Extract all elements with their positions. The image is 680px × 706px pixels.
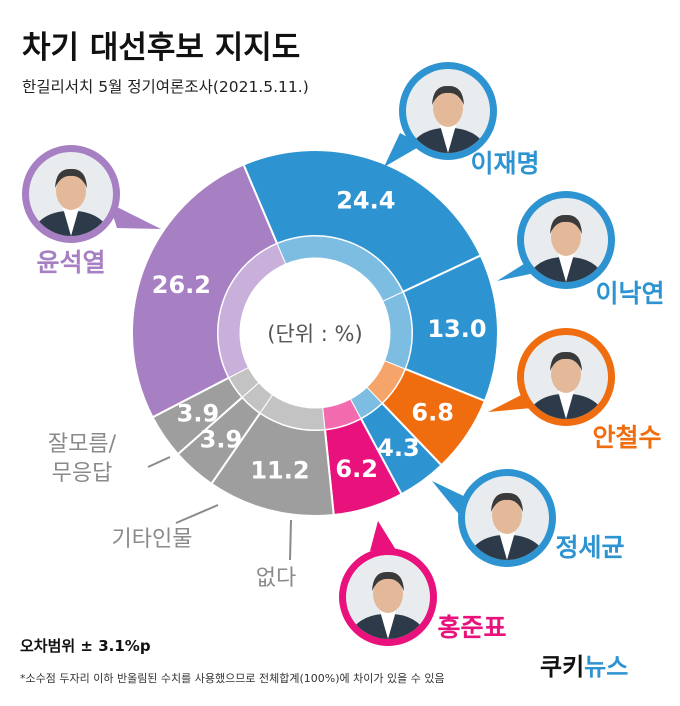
slice-value-label-8: 26.2 xyxy=(152,271,211,299)
slice-value-label-5: 11.2 xyxy=(250,457,309,485)
donut-chart: 24.413.06.84.36.211.23.93.926.2 (단위 : %) xyxy=(131,149,499,517)
category-label-line: 기타인물 xyxy=(112,527,193,552)
footnote: *소수점 두자리 이하 반올림된 수치를 사용했으므로 전체합계(100%)에 … xyxy=(20,671,445,685)
candidate-name-윤석열: 윤석열 xyxy=(36,248,105,277)
callout-pointer xyxy=(488,392,532,412)
callout-홍준표: 홍준표 xyxy=(339,521,507,646)
candidate-name-정세균: 정세균 xyxy=(555,533,624,562)
slice-value-labels: 24.413.06.84.36.211.23.93.926.2 xyxy=(152,186,487,484)
slice-value-label-1: 13.0 xyxy=(427,315,486,343)
leader-line xyxy=(289,519,292,561)
person-portrait-icon xyxy=(406,69,490,153)
category-label-기타인물: 기타인물 xyxy=(112,504,219,552)
chart-subtitle: 한길리서치 5월 정기여론조사(2021.5.11.) xyxy=(22,78,309,96)
callout-pointer xyxy=(109,203,161,229)
callout-윤석열: 윤석열 xyxy=(22,145,161,277)
category-label-line: 무응답 xyxy=(52,461,113,486)
callout-안철수: 안철수 xyxy=(488,328,662,452)
callout-이낙연: 이낙연 xyxy=(497,191,665,308)
leader-line xyxy=(147,456,171,468)
logo-part-1: 쿠키 xyxy=(540,653,584,681)
category-label-없다: 없다 xyxy=(256,519,296,591)
slice-value-label-0: 24.4 xyxy=(336,186,395,214)
candidate-name-이재명: 이재명 xyxy=(470,149,539,178)
unit-label: (단위 : %) xyxy=(267,322,362,346)
slice-value-label-6: 3.9 xyxy=(200,425,243,453)
donut-hole xyxy=(240,258,390,408)
person-portrait-icon xyxy=(524,198,608,282)
logo-part-2: 뉴스 xyxy=(584,653,628,681)
person-portrait-icon xyxy=(29,152,113,236)
category-label-잘모름무응답: 잘모름/무응답 xyxy=(48,432,171,486)
person-portrait-icon xyxy=(465,476,549,560)
category-label-line: 없다 xyxy=(256,566,296,591)
person-portrait-icon xyxy=(346,555,430,639)
callout-이재명: 이재명 xyxy=(384,62,540,178)
callout-정세균: 정세균 xyxy=(432,469,625,567)
category-label-line: 잘모름/ xyxy=(48,432,117,457)
candidate-name-안철수: 안철수 xyxy=(592,423,661,452)
person-portrait-icon xyxy=(524,335,608,419)
slice-value-label-4: 6.2 xyxy=(335,455,378,483)
slice-value-label-2: 6.8 xyxy=(411,398,454,426)
slice-value-label-7: 3.9 xyxy=(177,399,220,427)
brand-logo: 쿠키뉴스 xyxy=(540,653,628,681)
margin-of-error: 오차범위 ± 3.1%p xyxy=(20,637,151,655)
donut-outer-ring xyxy=(131,149,499,517)
chart-title: 차기 대선후보 지지도 xyxy=(22,30,300,66)
leader-line xyxy=(175,504,219,524)
candidate-name-이낙연: 이낙연 xyxy=(595,279,664,308)
candidate-name-홍준표: 홍준표 xyxy=(437,613,506,642)
slice-value-label-3: 4.3 xyxy=(377,434,420,462)
callout-pointer xyxy=(370,521,396,551)
